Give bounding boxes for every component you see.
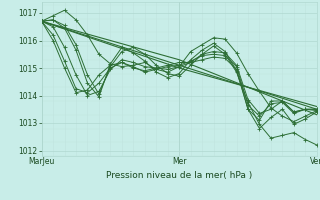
X-axis label: Pression niveau de la mer( hPa ): Pression niveau de la mer( hPa ) (106, 171, 252, 180)
